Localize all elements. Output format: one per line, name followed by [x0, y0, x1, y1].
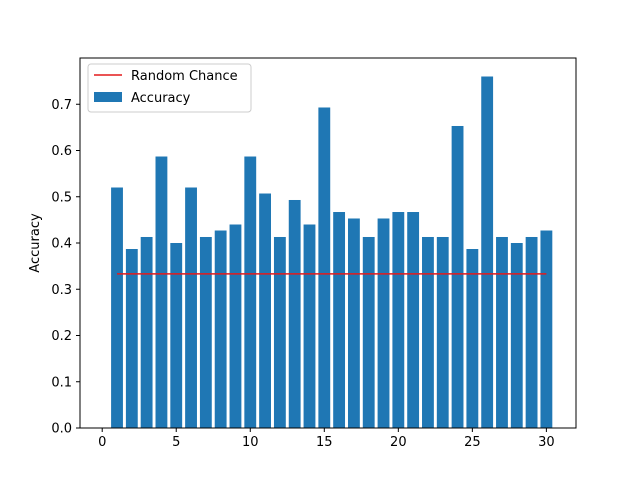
bar-29 [525, 236, 538, 428]
bar-25 [466, 249, 479, 428]
legend-box [87, 63, 252, 113]
y-tick-label: 0.6 [51, 144, 72, 159]
bar-16 [333, 212, 346, 428]
bar-21 [407, 212, 420, 428]
y-tick-label: 0.1 [51, 375, 72, 390]
x-tick-label: 20 [390, 435, 407, 450]
x-tick-label: 30 [538, 435, 555, 450]
y-tick-label: 0.4 [51, 237, 72, 252]
legend-bar-swatch [94, 92, 122, 102]
bar-4 [155, 156, 168, 428]
bar-6 [185, 187, 197, 428]
bar-11 [259, 193, 271, 428]
bar-28 [510, 243, 523, 428]
bar-13 [288, 199, 301, 428]
x-axis: 0 5 10 15 20 25 30 [98, 428, 555, 450]
y-axis: 0.0 0.1 0.2 0.3 0.4 0.5 0.6 0.7 [51, 98, 80, 437]
x-tick-label: 25 [464, 435, 481, 450]
bar-7 [199, 236, 212, 428]
bar-3 [140, 236, 153, 428]
y-tick-label: 0.3 [51, 283, 72, 298]
x-tick-label: 5 [172, 435, 180, 450]
legend-label-random-chance: Random Chance [131, 69, 238, 84]
bar-15 [318, 107, 331, 429]
bar-2 [125, 249, 138, 428]
bar-23 [436, 236, 449, 428]
bar-17 [347, 218, 360, 428]
y-tick-label: 0.5 [51, 190, 72, 205]
bar-19 [377, 218, 390, 428]
bar-30 [540, 230, 553, 428]
legend-label-accuracy: Accuracy [131, 91, 191, 106]
y-tick-label: 0.0 [51, 422, 72, 437]
bar-18 [362, 236, 375, 428]
bar-22 [422, 236, 434, 428]
x-tick-label: 0 [98, 435, 106, 450]
bar-20 [392, 212, 405, 428]
bar-8 [214, 230, 227, 428]
bar-14 [303, 224, 316, 428]
bar-24 [451, 125, 464, 429]
x-tick-label: 15 [316, 435, 333, 450]
bar-9 [229, 224, 242, 428]
legend: Random Chance Accuracy [87, 63, 252, 113]
y-tick-label: 0.2 [51, 329, 72, 344]
bar-series-accuracy [111, 76, 553, 429]
x-tick-label: 10 [242, 435, 259, 450]
bar-10 [244, 156, 257, 428]
bar-27 [496, 236, 508, 428]
bar-1 [111, 187, 123, 428]
bar-5 [170, 243, 183, 428]
y-tick-label: 0.7 [51, 98, 72, 113]
bar-26 [481, 76, 494, 428]
y-axis-title: Accuracy [28, 213, 43, 273]
bar-12 [273, 236, 286, 428]
